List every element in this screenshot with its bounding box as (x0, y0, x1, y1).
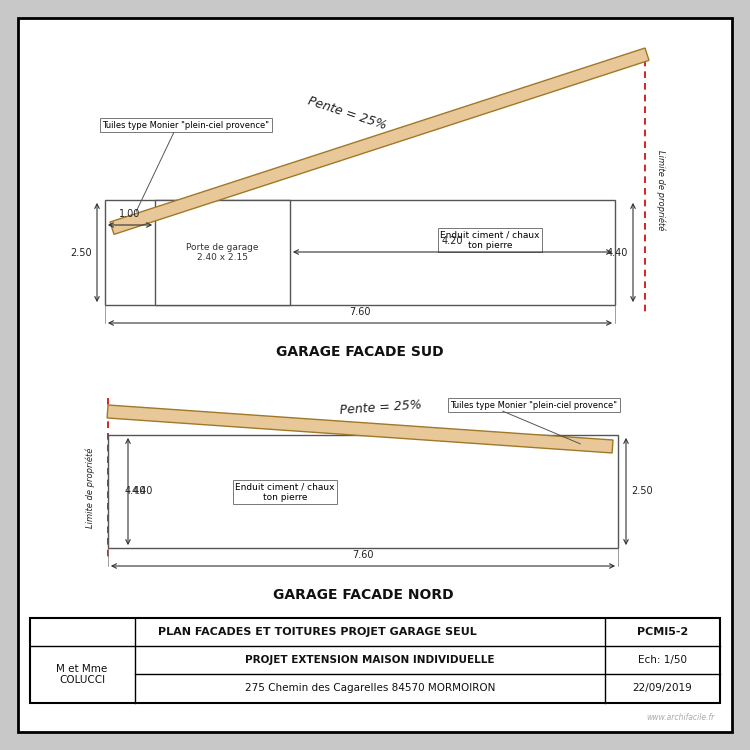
Text: PROJET EXTENSION MAISON INDIVIDUELLE: PROJET EXTENSION MAISON INDIVIDUELLE (245, 655, 495, 665)
Text: 2.50: 2.50 (631, 487, 652, 496)
Text: Porte de garage
2.40 x 2.15: Porte de garage 2.40 x 2.15 (186, 243, 259, 262)
Text: Tuiles type Monier "plein-ciel provence": Tuiles type Monier "plein-ciel provence" (102, 121, 269, 130)
Polygon shape (107, 405, 613, 453)
Text: 4.20: 4.20 (442, 236, 464, 246)
Text: 7.60: 7.60 (352, 550, 374, 560)
Polygon shape (110, 48, 649, 234)
Text: Enduit ciment / chaux
ton pierre: Enduit ciment / chaux ton pierre (236, 482, 334, 502)
Text: 4.40: 4.40 (124, 487, 146, 496)
Text: 4.40: 4.40 (607, 248, 628, 257)
Text: 7.60: 7.60 (350, 307, 370, 317)
Text: 2.50: 2.50 (70, 248, 92, 257)
Text: Pente = 25%: Pente = 25% (339, 398, 422, 417)
Text: Tuiles type Monier "plein-ciel provence": Tuiles type Monier "plein-ciel provence" (450, 400, 617, 410)
Text: Limite de propriété: Limite de propriété (86, 448, 94, 528)
Text: M et Mme
COLUCCI: M et Mme COLUCCI (56, 664, 108, 686)
Bar (30, 618, 720, 703)
Text: Enduit ciment / chaux
ton pierre: Enduit ciment / chaux ton pierre (440, 230, 540, 250)
Text: 275 Chemin des Cagarelles 84570 MORMOIRON: 275 Chemin des Cagarelles 84570 MORMOIRO… (244, 683, 495, 693)
Text: 4.40: 4.40 (132, 487, 153, 496)
Text: 1.00: 1.00 (119, 209, 141, 219)
Text: www.archifacile.fr: www.archifacile.fr (646, 713, 715, 722)
Bar (108, 435, 618, 548)
Text: Pente = 25%: Pente = 25% (307, 94, 388, 132)
Text: PCMI5-2: PCMI5-2 (637, 627, 688, 637)
Bar (105, 200, 615, 305)
Text: Ech: 1/50: Ech: 1/50 (638, 655, 687, 665)
Text: GARAGE FACADE SUD: GARAGE FACADE SUD (276, 345, 444, 359)
Text: Limite de propriété: Limite de propriété (656, 150, 666, 230)
Bar (155, 200, 290, 305)
Text: 22/09/2019: 22/09/2019 (632, 683, 692, 693)
Text: GARAGE FACADE NORD: GARAGE FACADE NORD (273, 588, 453, 602)
Text: PLAN FACADES ET TOITURES PROJET GARAGE SEUL: PLAN FACADES ET TOITURES PROJET GARAGE S… (158, 627, 477, 637)
